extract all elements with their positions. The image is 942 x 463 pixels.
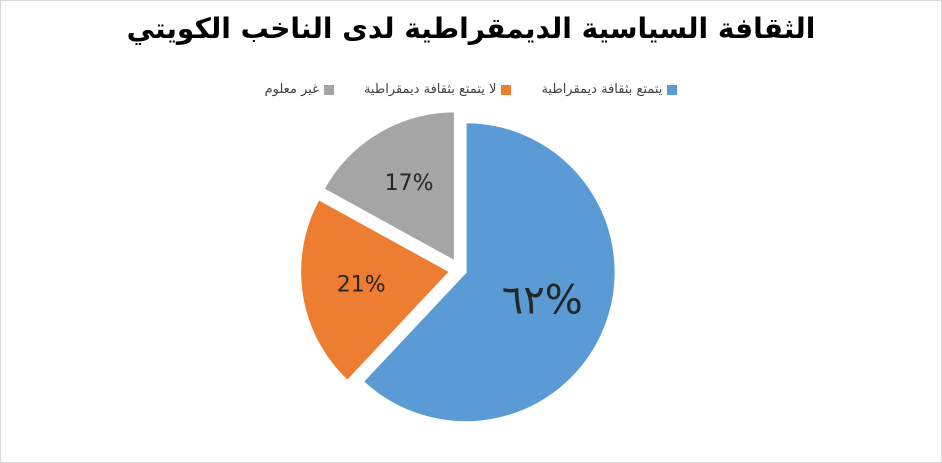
legend-label-not-democratic: لا يتمتع بثقافة ديمقراطية — [363, 82, 497, 97]
slice-unknown — [322, 110, 456, 264]
legend-label-democratic: يتمتع بثقافة ديمقراطية — [541, 82, 663, 97]
slice-democratic — [361, 121, 617, 424]
legend-item-democratic: يتمتع بثقافة ديمقراطية — [541, 82, 678, 97]
legend-label-unknown: غير معلوم — [264, 82, 319, 97]
legend-item-unknown: غير معلوم — [265, 82, 334, 97]
data-label-unknown: 17% — [385, 171, 434, 196]
data-label-democratic: ٦٢% — [502, 278, 583, 324]
legend-swatch-not-democratic — [501, 84, 512, 95]
slice-not-democratic — [299, 197, 452, 383]
legend-swatch-democratic — [667, 84, 678, 95]
legend-item-not-democratic: لا يتمتع بثقافة ديمقراطية — [364, 82, 512, 97]
chart-legend: يتمتع بثقافة ديمقراطية لا يتمتع بثقافة د… — [0, 82, 942, 97]
legend-swatch-unknown — [323, 84, 334, 95]
data-label-not-democratic: 21% — [337, 273, 386, 298]
chart-title: الثقافة السياسية الديمقراطية لدى الناخب … — [126, 12, 816, 45]
